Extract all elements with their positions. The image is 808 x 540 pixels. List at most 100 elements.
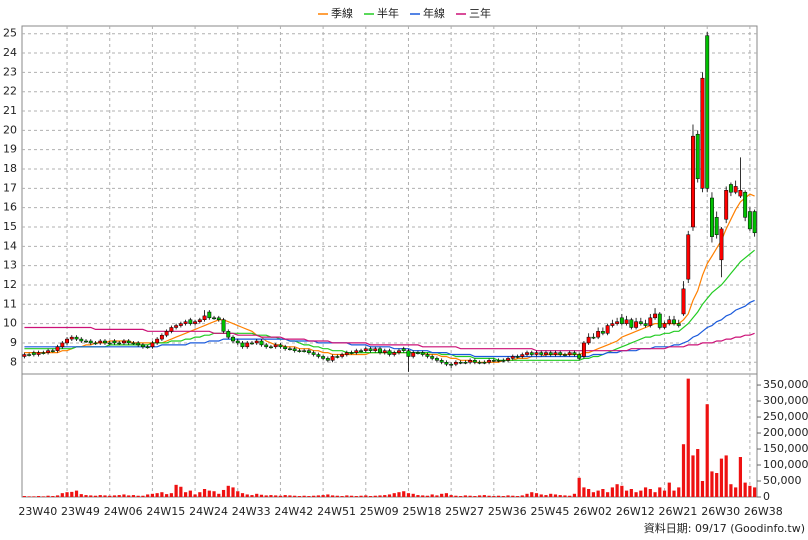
volume-bar <box>378 495 382 497</box>
candle-body <box>472 360 477 363</box>
volume-bar <box>440 493 444 497</box>
candle-body <box>216 317 221 321</box>
volume-bar <box>169 493 173 497</box>
volume-bar <box>734 487 738 497</box>
candle-body <box>79 338 84 342</box>
candle-body <box>292 348 297 351</box>
volume-bar <box>131 495 136 497</box>
candle-body <box>316 354 321 357</box>
candle-body <box>487 360 492 363</box>
volume-bar <box>473 496 477 497</box>
volume-bar <box>302 495 306 497</box>
volume-bar <box>112 495 117 497</box>
volume-bar <box>662 490 667 497</box>
candle-body <box>197 319 202 322</box>
volume-bar <box>658 487 662 497</box>
volume-bar <box>335 495 339 497</box>
candle-body <box>691 135 695 228</box>
candle-body <box>653 313 657 319</box>
candle-body <box>46 350 51 353</box>
volume-bar <box>70 491 74 497</box>
candle-body <box>397 350 401 353</box>
ma-line <box>24 326 755 352</box>
y-tick-label: 21 <box>3 104 17 117</box>
candle-body <box>36 352 41 355</box>
candle-body <box>41 352 46 354</box>
volume-bar <box>511 495 515 497</box>
candle-body <box>477 362 482 364</box>
volume-bar <box>487 495 491 497</box>
y-tick-label: 23 <box>3 65 17 78</box>
candle-body <box>287 348 292 350</box>
x-tick-label: 26W02 <box>573 505 612 518</box>
volume-bar <box>463 495 467 497</box>
candle-body <box>122 340 126 344</box>
x-tick-label: 26W21 <box>659 505 698 518</box>
candle-body <box>302 350 307 352</box>
x-tick-label: 24W51 <box>317 505 356 518</box>
volume-bar <box>624 490 629 497</box>
candle-body <box>178 323 183 326</box>
volume-bar <box>383 495 387 497</box>
candle-body <box>624 319 629 324</box>
volume-bar <box>183 492 188 497</box>
volume-bar <box>141 495 145 497</box>
candle-body <box>468 360 473 363</box>
volume-bar <box>368 496 373 497</box>
candle-body <box>449 363 454 366</box>
volume-bar <box>686 378 690 497</box>
volume-bar <box>553 494 558 497</box>
volume-bar <box>677 487 681 497</box>
volume-bar <box>32 496 36 497</box>
candle-body <box>250 342 254 345</box>
volume-bar <box>259 494 264 497</box>
volume-bar <box>387 494 392 497</box>
volume-bar <box>416 495 420 497</box>
candle-body <box>387 350 392 355</box>
candle-body <box>207 311 212 319</box>
candle-body <box>728 184 733 193</box>
volume-bar <box>41 496 45 497</box>
volume-bar <box>729 484 733 497</box>
x-tick-label: 23W49 <box>61 505 100 518</box>
y-tick-label: 8 <box>10 355 17 368</box>
candle-body <box>22 354 27 357</box>
candle-body <box>321 356 326 359</box>
x-tick-label: 26W12 <box>616 505 655 518</box>
candle-body <box>662 323 667 328</box>
volume-bar <box>297 496 302 497</box>
volume-bar <box>103 495 107 497</box>
x-tick-label: 25W27 <box>445 505 484 518</box>
volume-bar <box>98 495 102 497</box>
volume-bar <box>359 495 363 497</box>
candle-body <box>581 342 586 357</box>
candle-body <box>311 352 316 355</box>
candle-body <box>235 340 240 344</box>
volume-bar <box>274 495 278 497</box>
candle-body <box>174 325 179 328</box>
candle-body <box>74 336 79 340</box>
volume-bar <box>629 489 633 497</box>
candle-body <box>406 350 411 357</box>
candle-body <box>193 321 198 324</box>
volume-bar <box>207 490 211 497</box>
candle-body <box>354 350 359 353</box>
candle-body <box>363 348 368 351</box>
candle-body <box>463 362 468 364</box>
candle-body <box>259 340 264 346</box>
volume-bar <box>364 495 368 497</box>
candle-body <box>667 319 672 324</box>
volume-bar <box>639 490 643 497</box>
candle-body <box>619 317 624 324</box>
volume-bar <box>501 496 505 497</box>
volume-bar <box>577 477 581 497</box>
volume-bar <box>525 493 529 497</box>
volume-bar <box>506 495 510 497</box>
candle-body <box>264 344 269 348</box>
volume-bar <box>89 495 93 497</box>
candle-body <box>103 340 107 344</box>
volume-bar <box>231 487 235 497</box>
volume-bar <box>354 496 358 497</box>
volume-bar <box>411 493 415 497</box>
y-tick-label: 24 <box>3 46 17 59</box>
